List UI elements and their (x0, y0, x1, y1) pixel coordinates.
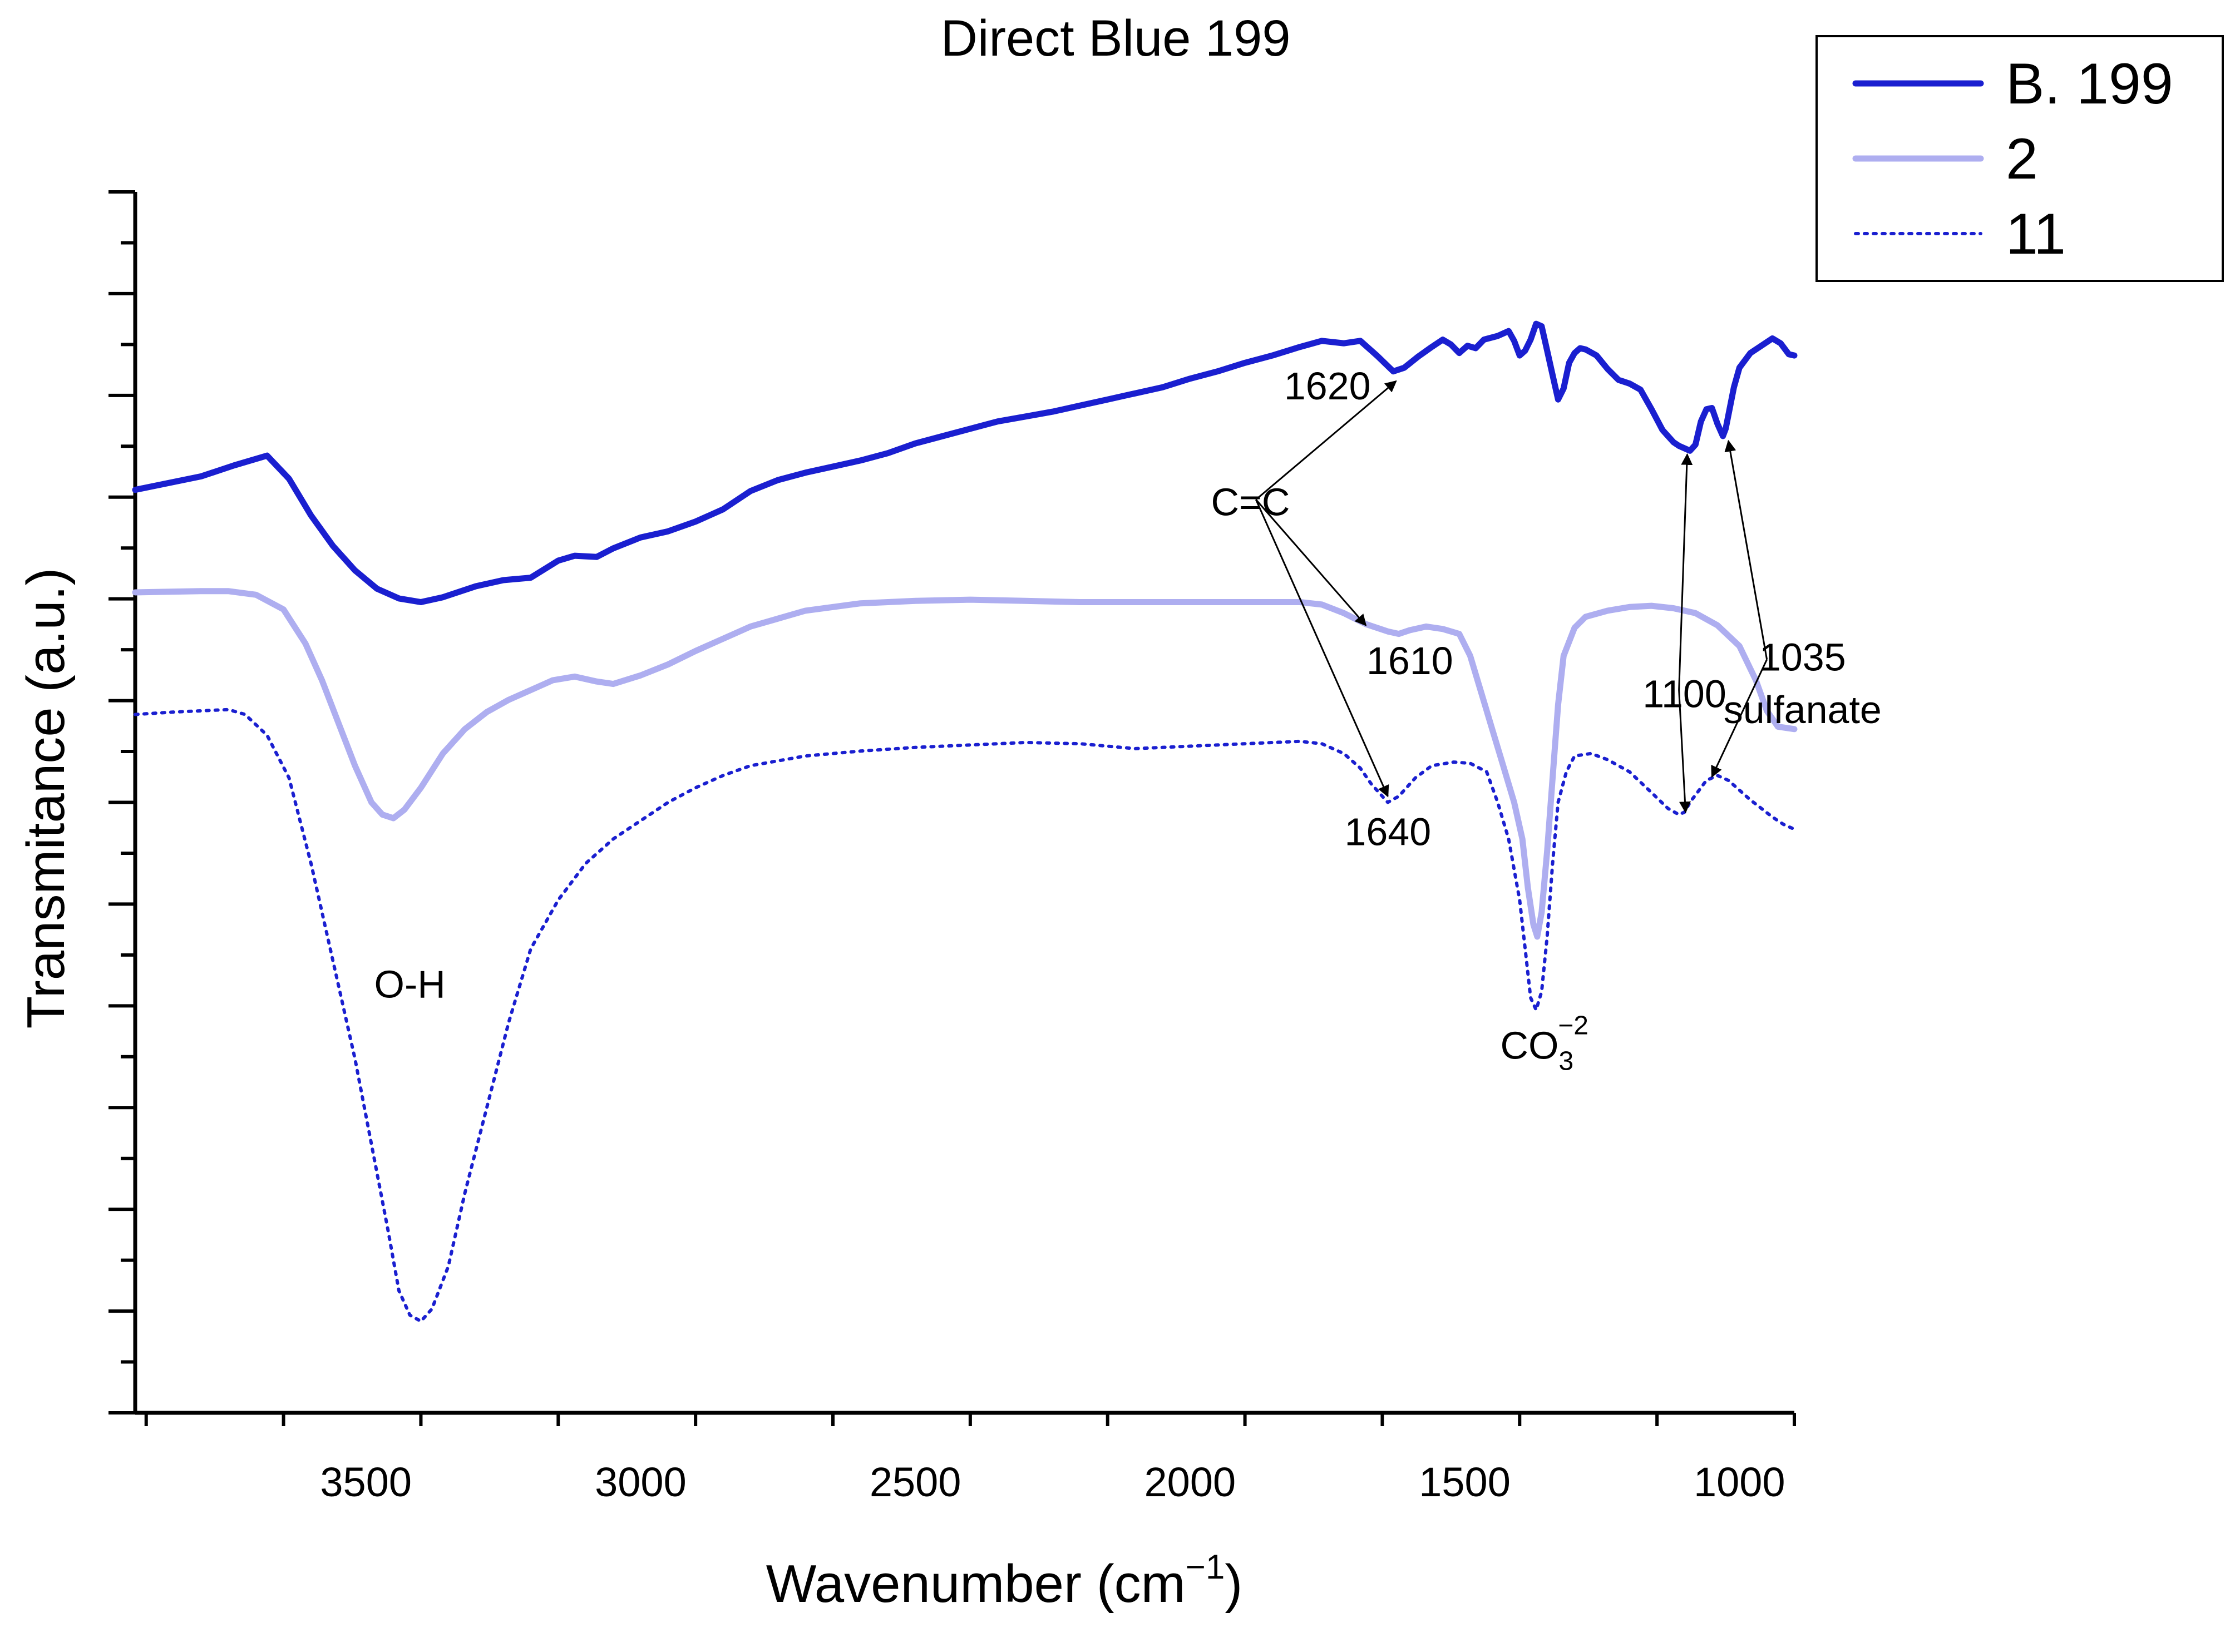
series-line-2 (132, 588, 1798, 940)
x-axis-title: Wavenumber (cm−1) (766, 1548, 1243, 1614)
annotation-label: 1100 (1642, 672, 1726, 715)
legend-label-1: B. 199 (2006, 52, 2173, 116)
series-line-1 (132, 320, 1798, 605)
legend-label-2: 2 (2006, 127, 2038, 191)
legend-label-3: 11 (2006, 202, 2066, 266)
annotation-label: 1620 (1284, 364, 1371, 408)
annotation-arrow (1255, 499, 1389, 798)
x-tick-label: 2000 (1144, 1459, 1236, 1505)
annotation-label: sulfanate (1724, 688, 1882, 731)
annotation-label: 1640 (1344, 810, 1431, 853)
x-tick-label: 2500 (870, 1459, 961, 1505)
annotation-arrow (1255, 499, 1367, 626)
x-tick-label: 1000 (1694, 1459, 1785, 1505)
annotation-arrows (1255, 380, 1768, 814)
annotation-label: O-H (374, 963, 446, 1006)
annotation-arrow (1255, 380, 1397, 501)
axes (133, 192, 1794, 1415)
x-axis-ticks: 3500 3000 2500 2000 1500 1000 (144, 1413, 1796, 1505)
annotation-label: 1035 (1759, 635, 1846, 679)
legend: B. 199 2 11 (1815, 35, 2224, 282)
annotation-label: 1610 (1366, 639, 1453, 682)
annotation-arrow (1678, 690, 1691, 814)
annotation-arrow (1724, 439, 1768, 660)
annotations: 1620 C=C 1610 1640 1100 1035 sulfanate O-H CO3−2 (374, 364, 1882, 1076)
x-tick-label: 3500 (320, 1459, 412, 1505)
series-layer (132, 320, 1798, 1323)
annotation-arrow (1711, 659, 1768, 778)
annotation-label: C=C (1211, 481, 1290, 524)
y-axis-ticks (108, 190, 135, 1414)
x-tick-label: 3000 (595, 1459, 687, 1505)
annotation-label: CO3−2 (1501, 1011, 1588, 1076)
annotation-arrow (1678, 453, 1693, 690)
x-tick-label: 1500 (1419, 1459, 1511, 1505)
series-line-3 (134, 708, 1796, 1323)
y-axis-title: Transmitance (a.u.) (16, 568, 76, 1029)
chart-title: Direct Blue 199 (941, 10, 1291, 67)
